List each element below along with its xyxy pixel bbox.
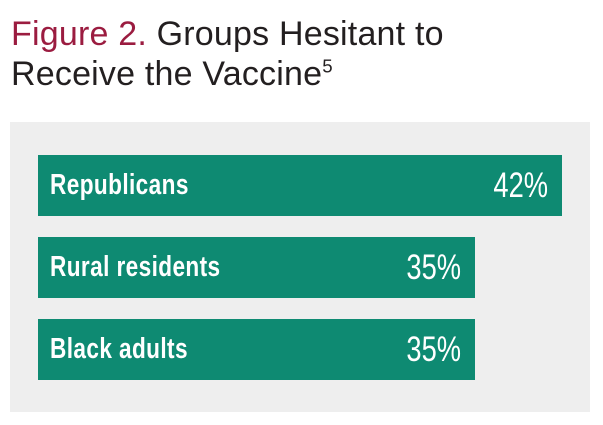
bar-label: Rural residents <box>50 251 221 283</box>
figure-title: Figure 2. Groups Hesitant to Receive the… <box>11 14 571 94</box>
bar-row-republicans: Republicans 42% <box>38 155 562 216</box>
bar-label: Black adults <box>50 333 188 365</box>
figure-title-text: Groups Hesitant to Receive the Vaccine <box>11 15 444 94</box>
bar-row-black-adults: Black adults 35% <box>38 319 475 380</box>
bar-value: 35% <box>406 329 461 369</box>
bar-row-rural-residents: Rural residents 35% <box>38 237 475 298</box>
bar-label: Republicans <box>50 169 189 201</box>
footnote-marker: 5 <box>322 55 333 77</box>
figure-number-label: Figure 2. <box>11 15 147 53</box>
bar-value: 42% <box>493 165 548 205</box>
chart-panel: Republicans 42% Rural residents 35% Blac… <box>10 122 590 412</box>
bar-chart: Republicans 42% Rural residents 35% Blac… <box>38 155 562 380</box>
bar-value: 35% <box>406 247 461 287</box>
